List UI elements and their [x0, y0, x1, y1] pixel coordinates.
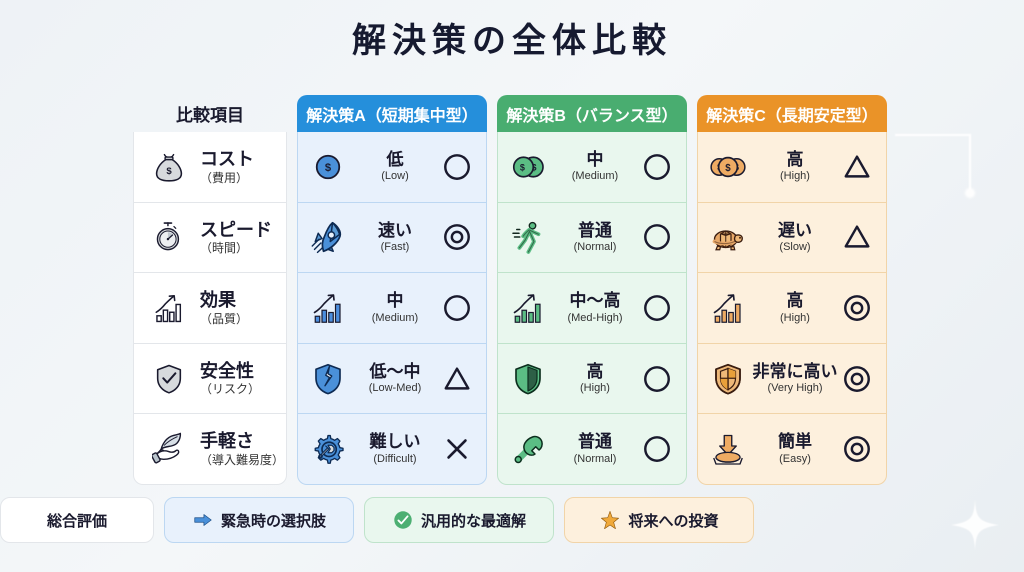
svg-text:$: $ [725, 163, 731, 174]
svg-text:$: $ [520, 162, 525, 172]
svg-text:$: $ [166, 166, 172, 177]
svg-text:$: $ [325, 162, 332, 174]
